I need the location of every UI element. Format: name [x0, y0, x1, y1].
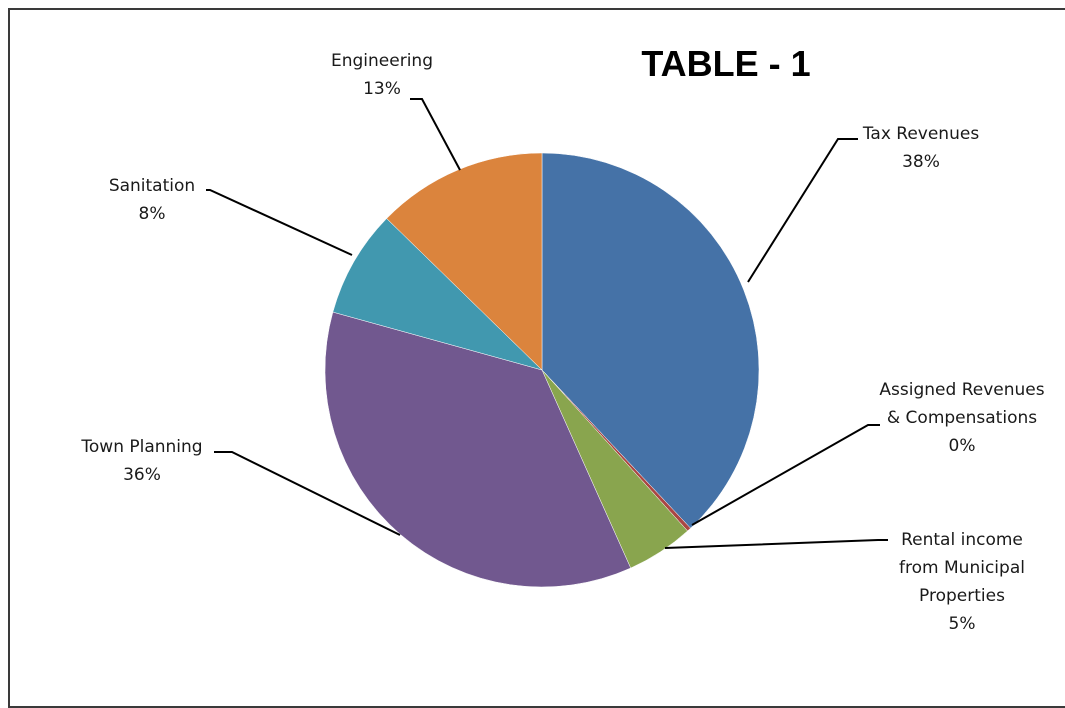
- chart-title: TABLE - 1: [641, 43, 810, 84]
- pie-slice-3: [324, 311, 632, 588]
- pie-slices: [324, 152, 760, 588]
- leader-line-1: [691, 424, 880, 526]
- leader-line-4: [206, 189, 353, 256]
- data-label-3: Town Planning 36%: [80, 437, 202, 485]
- leader-line-5: [410, 98, 461, 171]
- pie-chart: TABLE - 1 Tax Revenues 38% Assigned Revenu…: [80, 43, 1044, 634]
- data-label-4: Sanitation 8%: [109, 176, 195, 224]
- data-label-5: Engineering 13%: [331, 51, 433, 99]
- pie-slice-0: [541, 152, 760, 529]
- pie-slice-5: [386, 152, 543, 371]
- data-label-1: Assigned Revenues & Compensations 0%: [879, 380, 1044, 456]
- data-label-2: Rental income from Municipal Properties 5%: [899, 530, 1025, 634]
- leader-line-3: [214, 451, 401, 536]
- leader-lines: [206, 98, 888, 549]
- pie-slice-4: [332, 218, 543, 371]
- data-labels: Tax Revenues 38% Assigned Revenues & Compen…: [80, 51, 1044, 634]
- data-label-0: Tax Revenues 38%: [862, 124, 979, 172]
- leader-line-2: [664, 539, 888, 549]
- leader-line-0: [747, 138, 858, 283]
